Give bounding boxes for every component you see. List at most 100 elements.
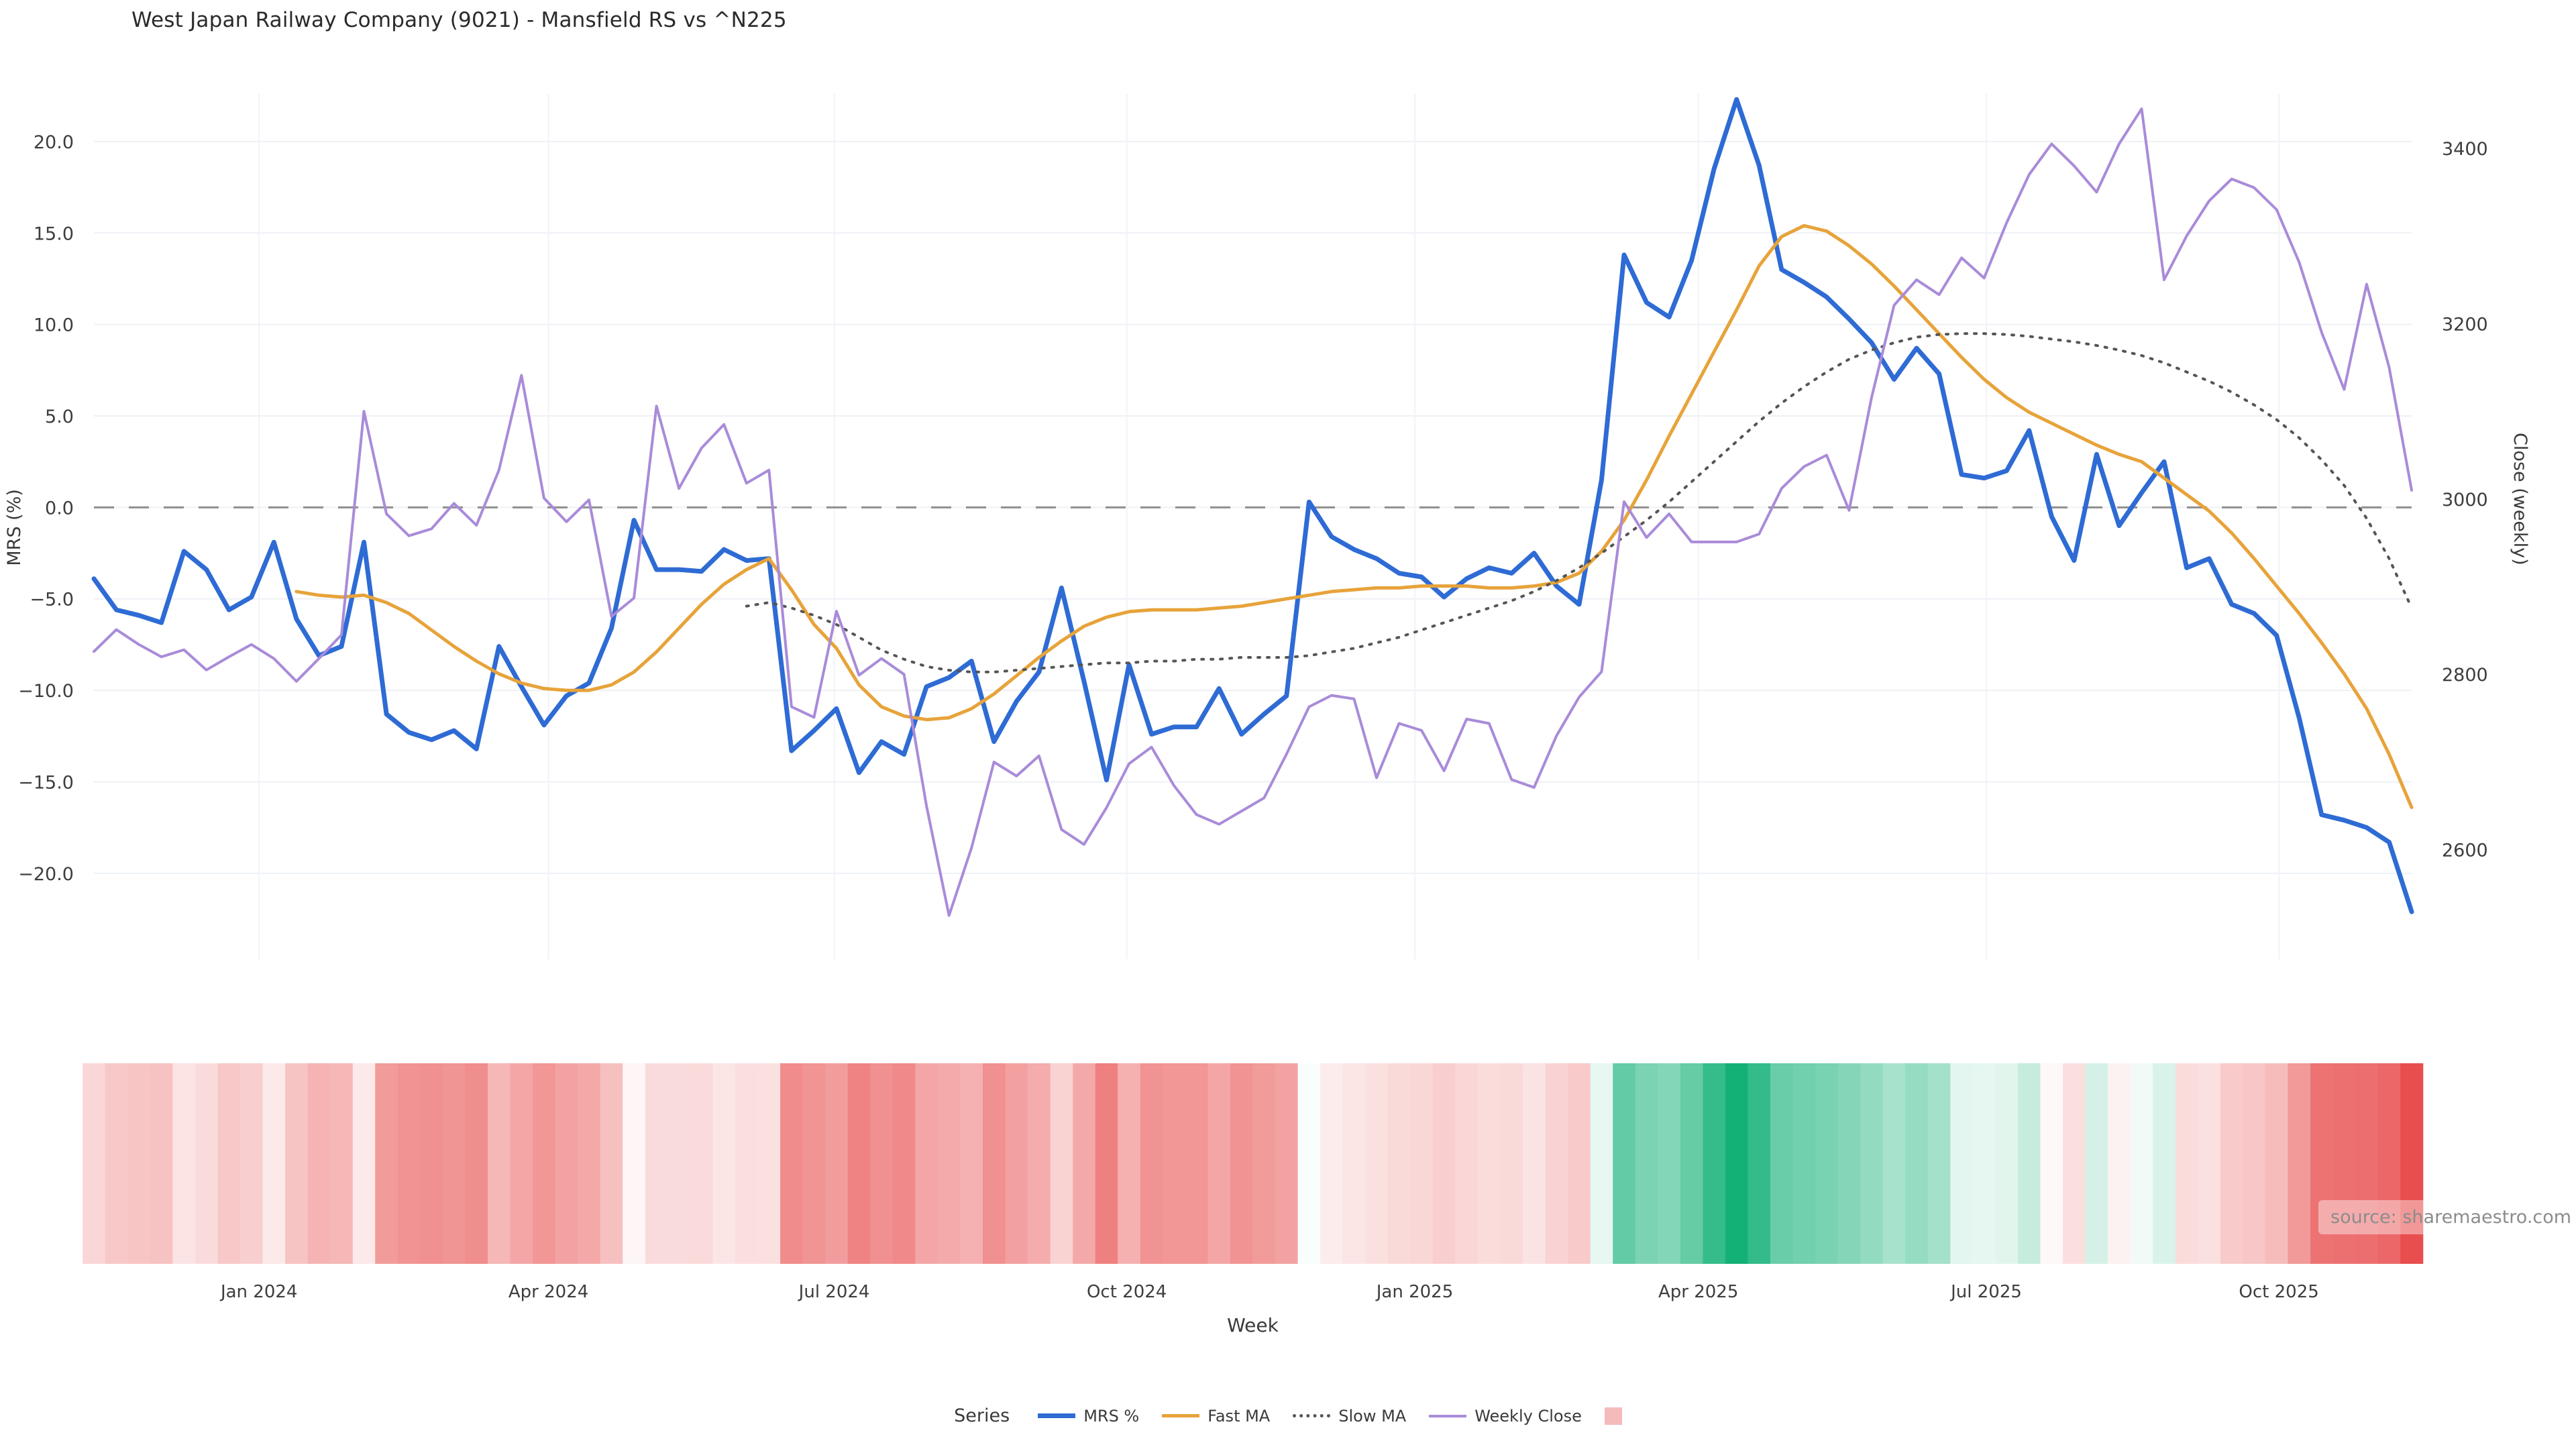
heatmap-cell xyxy=(1095,1063,1118,1264)
heatmap-cell xyxy=(1140,1063,1163,1264)
gridlines xyxy=(94,94,2412,959)
heatmap-cell xyxy=(1252,1063,1276,1264)
heatmap-cell xyxy=(1568,1063,1591,1264)
heatmap-cell xyxy=(465,1063,488,1264)
heatmap-cell xyxy=(488,1063,511,1264)
heatmap-cell xyxy=(1387,1063,1411,1264)
heatmap-cell xyxy=(915,1063,938,1264)
heatmap-cell xyxy=(2018,1063,2041,1264)
heatmap-cell xyxy=(1860,1063,1884,1264)
y-left-tick-label: 0.0 xyxy=(45,498,74,519)
x-tick-label: Jul 2024 xyxy=(798,1282,870,1302)
heatmap-cell xyxy=(983,1063,1006,1264)
legend-item-label: Weekly Close xyxy=(1474,1406,1582,1426)
x-axis-title: Week xyxy=(1227,1314,1279,1336)
heatmap-square-swatch xyxy=(1604,1407,1622,1425)
heatmap-cell xyxy=(1995,1063,2019,1264)
y-left-tick-label: 20.0 xyxy=(34,132,74,153)
heatmap-cell xyxy=(825,1063,849,1264)
x-tick-label: Jan 2025 xyxy=(1375,1282,1454,1302)
legend-item-label: Slow MA xyxy=(1338,1406,1407,1426)
heatmap-cell xyxy=(555,1063,578,1264)
heatmap-cell xyxy=(1050,1063,1073,1264)
heatmap-cell xyxy=(1972,1063,1996,1264)
heatmap-cell xyxy=(2332,1063,2356,1264)
heatmap-cell xyxy=(2377,1063,2401,1264)
line-swatch xyxy=(1162,1414,1200,1417)
heatmap-cell xyxy=(1523,1063,1546,1264)
heatmap-cell xyxy=(735,1063,759,1264)
y-right-tick-label: 2600 xyxy=(2442,841,2488,861)
legend-item-mrs-: MRS % xyxy=(1038,1407,1139,1426)
y-left-tick-label: 15.0 xyxy=(34,223,74,244)
legend-item-label: Fast MA xyxy=(1208,1406,1271,1426)
source-watermark: source: sharemaestro.com xyxy=(2318,1200,2576,1234)
y-right-tick-label: 3200 xyxy=(2442,314,2488,335)
heatmap-cell xyxy=(870,1063,894,1264)
heatmap-strip xyxy=(83,1063,2424,1264)
x-tick-label: Jan 2024 xyxy=(219,1282,298,1302)
heatmap-cell xyxy=(1342,1063,1366,1264)
heatmap-cell xyxy=(1590,1063,1613,1264)
heatmap-cell xyxy=(2198,1063,2221,1264)
heatmap-cell xyxy=(1230,1063,1254,1264)
heatmap-cell xyxy=(2130,1063,2153,1264)
heatmap-cell xyxy=(1185,1063,1208,1264)
y-axis-left-title: MRS (%) xyxy=(4,489,25,566)
heatmap-cell xyxy=(1882,1063,1906,1264)
heatmap-cell xyxy=(2063,1063,2086,1264)
heatmap-cell xyxy=(2220,1063,2243,1264)
heatmap-cell xyxy=(2040,1063,2063,1264)
heatmap-cell xyxy=(1770,1063,1794,1264)
heatmap-cell xyxy=(375,1063,398,1264)
heatmap-cell xyxy=(712,1063,736,1264)
fast-ma-line xyxy=(294,223,2414,810)
x-tick-label: Apr 2025 xyxy=(1658,1282,1738,1302)
line-swatch xyxy=(1038,1413,1076,1418)
heatmap-cell xyxy=(780,1063,804,1264)
y-left-tick-label: −5.0 xyxy=(30,590,74,610)
heatmap-cell xyxy=(690,1063,713,1264)
chart-legend: Series MRS % Fast MA Slow MA Weekly Close xyxy=(0,1405,2576,1426)
heatmap-cell xyxy=(1477,1063,1501,1264)
heatmap-cell xyxy=(1455,1063,1479,1264)
heatmap-cell xyxy=(2265,1063,2289,1264)
heatmap-cell xyxy=(1005,1063,1028,1264)
heatmap-cell xyxy=(1073,1063,1096,1264)
y-left-tick-label: −20.0 xyxy=(18,864,74,885)
heatmap-cell xyxy=(330,1063,354,1264)
y-left-tick-label: 5.0 xyxy=(45,407,74,427)
heatmap-cell xyxy=(307,1063,331,1264)
heatmap-cell xyxy=(600,1063,623,1264)
slow-ma-line xyxy=(745,332,2413,674)
x-tick-label: Oct 2025 xyxy=(2239,1282,2318,1302)
heatmap-cell xyxy=(1118,1063,1141,1264)
heatmap-cell xyxy=(127,1063,151,1264)
series-lines xyxy=(91,97,2414,917)
heatmap-cell xyxy=(667,1063,691,1264)
legend-item-slow-ma: Slow MA xyxy=(1293,1407,1406,1426)
heatmap-cell xyxy=(1748,1063,1771,1264)
heatmap-cell xyxy=(533,1063,556,1264)
line-swatch xyxy=(1293,1414,1331,1417)
heatmap-cell xyxy=(1815,1063,1839,1264)
y-right-tick-label: 3400 xyxy=(2442,139,2488,160)
heatmap-cell xyxy=(1432,1063,1456,1264)
heatmap-cell xyxy=(1725,1063,1748,1264)
heatmap-cell xyxy=(892,1063,916,1264)
heatmap-cell xyxy=(2355,1063,2379,1264)
line-swatch xyxy=(1429,1414,1467,1417)
heatmap-cell xyxy=(1703,1063,1726,1264)
legend-title: Series xyxy=(954,1405,1010,1426)
heatmap-cell xyxy=(645,1063,668,1264)
weekly-close-line xyxy=(93,107,2413,917)
heatmap-cell xyxy=(2108,1063,2131,1264)
page-title: West Japan Railway Company (9021) - Mans… xyxy=(131,8,787,32)
heatmap-cell xyxy=(1613,1063,1636,1264)
x-tick-label: Jul 2025 xyxy=(1949,1282,2022,1302)
mrs--line xyxy=(91,97,2414,914)
y-axis-right-title: Close (weekly) xyxy=(2510,433,2530,566)
heatmap-cell xyxy=(1927,1063,1951,1264)
axis-labels: 20.0 15.0 10.0 5.0 0.0 −5.0 −10.0 −15.0 −20.0 Jan… xyxy=(4,132,2530,1336)
